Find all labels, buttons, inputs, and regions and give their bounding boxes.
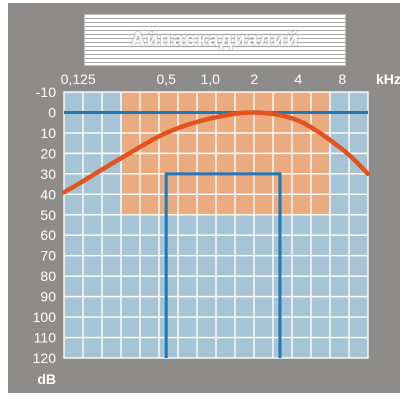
x-tick-label: 1,0 bbox=[200, 71, 220, 87]
y-tick-label: 10 bbox=[40, 125, 56, 141]
y-tick-label: 70 bbox=[40, 248, 56, 264]
y-tick-label: 40 bbox=[40, 186, 56, 202]
x-tick-label: 2 bbox=[250, 71, 258, 87]
curve-path bbox=[61, 110, 371, 195]
x-tick-labels: 0,125 0,5 1,0 2 4 8 bbox=[61, 71, 347, 87]
y-tick-label: 80 bbox=[40, 268, 56, 284]
x-tick-label: 0,125 bbox=[61, 71, 96, 87]
y-tick-label: 30 bbox=[40, 166, 56, 182]
y-unit-label: dB bbox=[37, 371, 56, 387]
y-tick-label: 50 bbox=[40, 207, 56, 223]
x-tick-label: 8 bbox=[338, 71, 346, 87]
axis-units: kHz dB bbox=[37, 71, 401, 387]
y-tick-label: 100 bbox=[33, 309, 57, 325]
sensitivity-curve bbox=[61, 110, 371, 195]
y-tick-label: 120 bbox=[33, 350, 57, 366]
y-tick-label: 110 bbox=[34, 330, 57, 346]
plot-border bbox=[63, 91, 369, 359]
y-tick-label: 60 bbox=[40, 227, 56, 243]
y-tick-label: -10 bbox=[36, 84, 56, 100]
x-tick-label: 4 bbox=[294, 71, 302, 87]
x-tick-label: 0,5 bbox=[156, 71, 176, 87]
chart-title: Айпаскадиалий bbox=[130, 28, 300, 51]
y-tick-labels: -10 0 10 20 30 40 50 60 70 80 90 100 110 120 bbox=[33, 84, 57, 366]
bracket-line bbox=[164, 172, 282, 358]
x-unit-label: kHz bbox=[376, 71, 401, 87]
y-tick-label: 90 bbox=[40, 289, 56, 305]
bracket-path bbox=[164, 172, 282, 358]
y-tick-label: 20 bbox=[40, 145, 56, 161]
y-tick-label: 0 bbox=[48, 104, 56, 120]
chart-title-box: Айпаскадиалий bbox=[84, 14, 346, 66]
